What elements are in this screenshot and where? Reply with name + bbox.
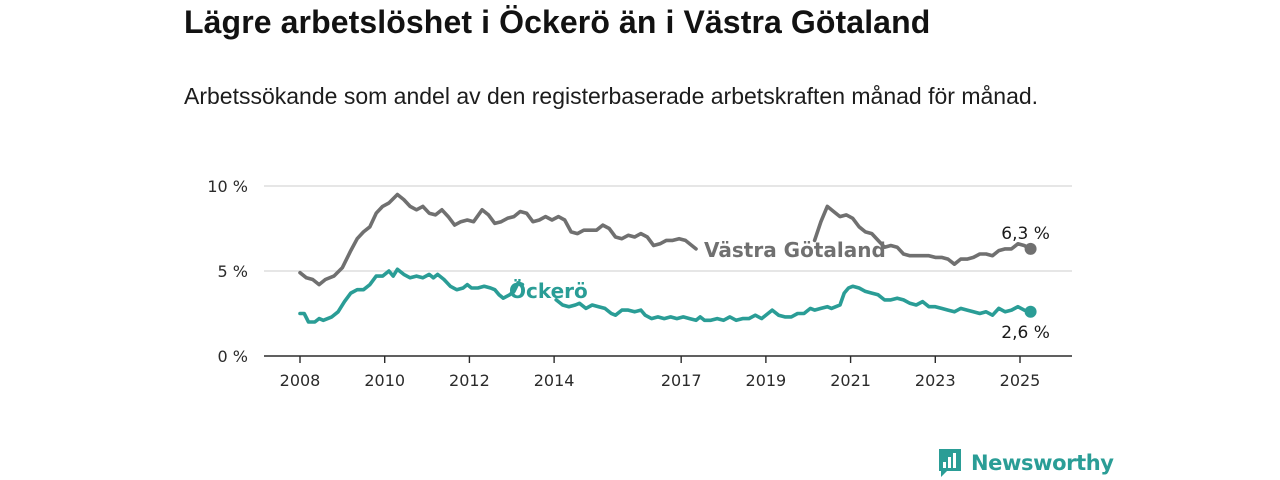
line-chart: 0 % 5 % 10 % 2008 2010 2012 2014 2017 2019 2021 20… bbox=[207, 177, 1072, 390]
brand-logo: Newsworthy bbox=[937, 448, 1114, 478]
series-label-ockero: Öckerö bbox=[509, 279, 588, 303]
x-tick-label: 2008 bbox=[280, 371, 321, 390]
series-line-ockero bbox=[298, 267, 1033, 324]
x-tick-label: 2023 bbox=[915, 371, 956, 390]
x-tick-label: 2012 bbox=[449, 371, 490, 390]
x-tick-label: 2017 bbox=[661, 371, 702, 390]
end-point-ockero bbox=[1024, 305, 1037, 318]
y-tick-label: 5 % bbox=[218, 262, 248, 281]
x-tick-label: 2025 bbox=[1000, 371, 1041, 390]
bar-chart-speech-bubble-icon bbox=[939, 449, 961, 477]
x-tick-label: 2014 bbox=[534, 371, 575, 390]
end-value-label-vastra-gotaland: 6,3 % bbox=[1001, 224, 1050, 244]
chart-subtitle: Arbetssökande som andel av den registerb… bbox=[184, 83, 1039, 109]
end-point-vastra-gotaland bbox=[1024, 242, 1037, 255]
x-tick-label: 2010 bbox=[364, 371, 405, 390]
chart-title: Lägre arbetslöshet i Öckerö än i Västra … bbox=[184, 4, 931, 40]
y-tick-label: 10 % bbox=[207, 177, 248, 196]
end-value-label-ockero: 2,6 % bbox=[1001, 323, 1050, 343]
brand-name: Newsworthy bbox=[971, 451, 1114, 475]
series-label-vastra-gotaland: Västra Götaland bbox=[704, 238, 886, 262]
x-tick-label: 2019 bbox=[746, 371, 787, 390]
y-tick-label: 0 % bbox=[218, 347, 248, 366]
series-line-vastra-gotaland bbox=[298, 192, 1033, 287]
x-tick-label: 2021 bbox=[830, 371, 871, 390]
